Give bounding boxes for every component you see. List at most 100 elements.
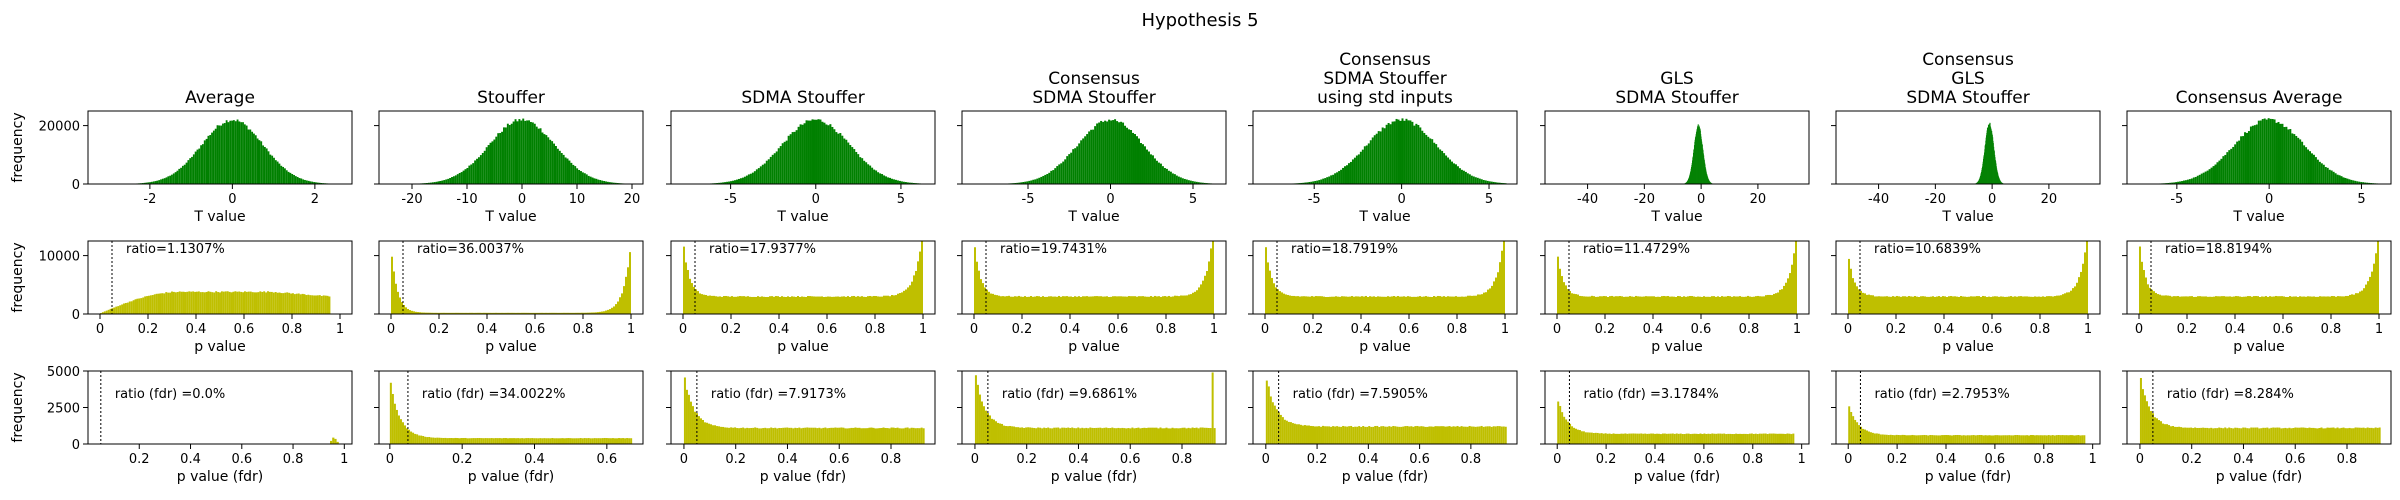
histogram-bar — [2032, 296, 2034, 314]
histogram-bar — [1357, 154, 1360, 184]
x-tick-label: -2 — [143, 192, 156, 207]
histogram-bar — [2016, 296, 2018, 314]
histogram-bar — [1735, 433, 1738, 444]
histogram-bar — [2305, 147, 2308, 184]
histogram-bar — [719, 296, 721, 314]
histogram-bar — [2287, 296, 2289, 314]
x-tick-label: 1 — [2089, 452, 2097, 467]
histogram-bar — [1867, 431, 1870, 444]
histogram-bar — [1667, 433, 1670, 444]
histogram-bar — [1029, 427, 1032, 444]
histogram-bar — [2163, 295, 2165, 314]
histogram-bar — [1126, 296, 1128, 314]
histogram-bar — [163, 178, 166, 184]
histogram-bar — [214, 128, 217, 184]
histogram-bar — [1371, 296, 1373, 314]
histogram-bar — [724, 182, 727, 184]
histogram-bar — [491, 312, 493, 314]
histogram-bar — [1696, 126, 1698, 184]
histogram-bar — [474, 160, 477, 184]
histogram-bar — [466, 438, 469, 444]
histogram-bar — [1338, 171, 1341, 184]
histogram-bar — [1357, 296, 1359, 314]
histogram-bar — [1147, 151, 1150, 184]
histogram-bar — [717, 296, 719, 314]
histogram-bar — [1314, 426, 1317, 444]
histogram — [2143, 118, 2380, 184]
histogram-bar — [2168, 425, 2171, 444]
histogram-bar — [251, 292, 254, 314]
panel-row2-col1: ratio=1.1307%0 0.2 0.4 0.6 0.8 1p value010000… — [10, 240, 353, 355]
histogram-bar — [1878, 296, 1880, 314]
histogram-bar — [1852, 416, 1855, 444]
histogram-bar — [2336, 427, 2339, 444]
histogram-bar — [1972, 435, 1975, 444]
histogram-bar — [2246, 132, 2248, 184]
histogram-bar — [510, 123, 513, 184]
axes-frame — [1544, 240, 1810, 315]
histogram-bar — [1273, 283, 1275, 314]
histogram-bar — [1319, 296, 1321, 314]
histogram-bar — [1993, 143, 1994, 184]
histogram-bar — [2247, 296, 2249, 314]
histogram-bar — [223, 123, 226, 184]
histogram-bar — [443, 312, 445, 314]
histogram-bar — [1594, 432, 1597, 444]
histogram-bar — [1090, 129, 1093, 184]
histogram-bar — [449, 178, 452, 184]
histogram-bar — [736, 428, 739, 444]
histogram-bar — [1047, 427, 1050, 444]
x-tick-label: 1 — [1210, 322, 1218, 337]
histogram-bar — [1983, 152, 1985, 184]
histogram-bar — [845, 139, 848, 184]
histogram-bar — [2263, 296, 2265, 314]
x-tick-label: 0 — [679, 322, 687, 337]
histogram-bar — [887, 177, 890, 184]
x-tick-label: 0.8 — [881, 452, 902, 467]
histogram-bar — [507, 312, 509, 314]
histogram-bar — [2334, 428, 2337, 444]
histogram-bar — [720, 426, 723, 444]
histogram-bar — [147, 182, 150, 184]
histogram-bar — [1793, 253, 1795, 314]
histogram-bar — [411, 310, 413, 314]
histogram-bar — [1351, 159, 1354, 184]
histogram-bar — [2377, 241, 2379, 314]
histogram-bar — [1931, 435, 1934, 444]
histogram-bar — [2238, 140, 2241, 184]
histogram-bar — [2076, 282, 2078, 314]
histogram-bar — [1432, 426, 1435, 444]
histogram-bar — [699, 418, 702, 444]
histogram-bar — [517, 312, 519, 314]
histogram-bar — [793, 131, 796, 184]
histogram-bar — [1346, 165, 1348, 184]
histogram-bar — [1327, 296, 1329, 314]
histogram-bar — [1996, 170, 1998, 184]
histogram-bar — [2332, 171, 2335, 184]
histogram-bar — [1185, 428, 1188, 444]
histogram-bar — [1040, 296, 1042, 314]
histogram-bar — [403, 425, 406, 444]
histogram-bar — [155, 293, 158, 314]
histogram-bar — [1688, 178, 1689, 184]
x-axis-label: p value (fdr) — [2216, 469, 2303, 485]
histogram-bar — [2064, 293, 2066, 314]
histogram-bar — [470, 164, 473, 184]
histogram-bar — [1623, 296, 1625, 314]
histogram-bar — [1864, 429, 1867, 444]
histogram-bar — [1663, 433, 1666, 444]
x-tick-label: 0 — [96, 322, 104, 337]
histogram-bar — [1942, 296, 1944, 314]
histogram-bar — [2206, 427, 2209, 444]
histogram-bar — [1312, 181, 1315, 184]
panel-row3-col4: ratio (fdr) =9.6861%0 0.2 0.4 0.6 0.8p value… — [957, 370, 1227, 485]
histogram-bar — [2036, 296, 2038, 314]
histogram-bar — [1709, 181, 1711, 184]
x-tick-label: 5 — [897, 192, 905, 207]
x-tick-label: 0 — [680, 452, 688, 467]
histogram-bar — [2356, 181, 2359, 184]
histogram-bar — [1422, 426, 1425, 444]
histogram-bar — [893, 295, 895, 314]
